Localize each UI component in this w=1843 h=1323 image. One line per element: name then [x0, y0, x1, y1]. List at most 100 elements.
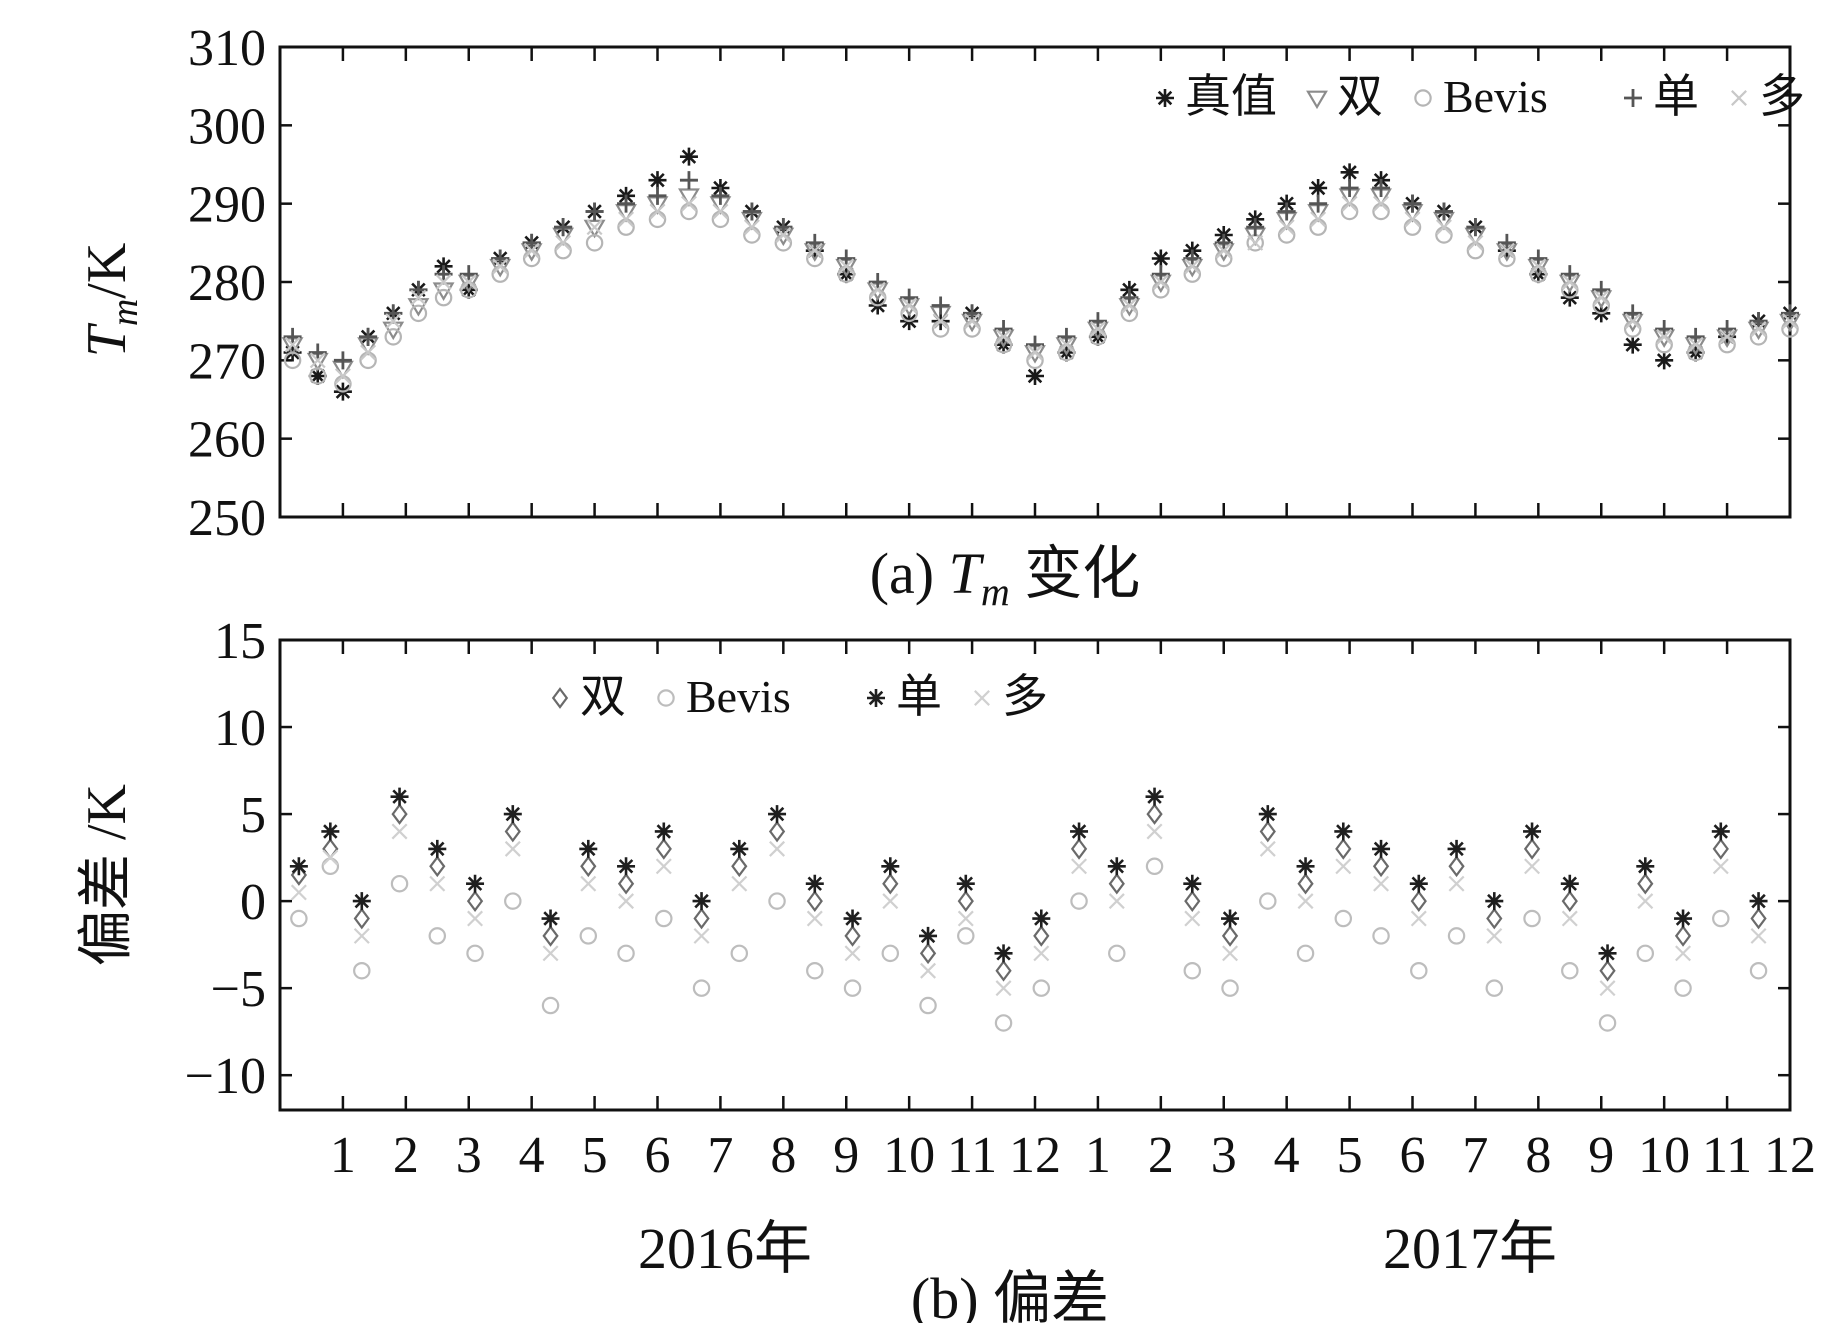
- data-point: [1447, 839, 1466, 858]
- y-tick-label: 10: [214, 700, 266, 757]
- data-point: [1561, 890, 1578, 912]
- y-tick-label: 5: [240, 787, 266, 844]
- x-tick-label: 6: [1400, 1127, 1426, 1184]
- data-point: [1341, 195, 1358, 212]
- legend-marker: [1624, 89, 1642, 107]
- legend-marker: [1731, 90, 1747, 106]
- data-point: [491, 249, 510, 268]
- data-point: [321, 822, 340, 841]
- data-point: [1687, 336, 1704, 353]
- data-point: [931, 296, 950, 315]
- year-label-2016: 2016年: [638, 1216, 812, 1281]
- data-point: [844, 925, 861, 947]
- data-point: [1749, 892, 1768, 911]
- data-point: [1372, 855, 1390, 878]
- data-point: [919, 942, 937, 965]
- data-point: [868, 273, 887, 291]
- data-point: [504, 820, 521, 843]
- legend-label: 单: [1653, 71, 1699, 122]
- data-point: [964, 313, 981, 330]
- data-point: [579, 927, 598, 945]
- data-point: [679, 147, 698, 166]
- data-point: [881, 944, 900, 963]
- data-point: [1184, 258, 1201, 275]
- data-point: [731, 875, 748, 892]
- data-point: [1624, 313, 1641, 330]
- data-point: [963, 304, 982, 323]
- data-point: [1675, 945, 1692, 962]
- data-point: [504, 840, 521, 857]
- data-point: [774, 218, 793, 237]
- data-point: [359, 327, 378, 346]
- data-point: [466, 874, 485, 893]
- data-point: [308, 367, 327, 385]
- data-point: [390, 787, 409, 806]
- data-point: [1246, 218, 1265, 237]
- data-point: [542, 945, 559, 962]
- data-point: [428, 927, 447, 945]
- data-point: [283, 327, 302, 346]
- data-point: [1373, 875, 1390, 892]
- data-point: [995, 980, 1012, 997]
- data-point: [283, 351, 302, 370]
- data-point: [655, 838, 672, 860]
- data-point: [580, 875, 597, 892]
- data-point: [654, 822, 673, 841]
- y-tick-label: −10: [185, 1048, 266, 1105]
- data-point: [617, 194, 636, 213]
- data-point: [429, 875, 446, 892]
- data-point: [1121, 297, 1138, 314]
- x-tick-label: 2: [1148, 1127, 1174, 1184]
- x-tick-label: 1: [1085, 1127, 1111, 1184]
- data-point: [693, 907, 710, 930]
- x-tick-label: 2: [393, 1127, 419, 1184]
- x-tick-label: 3: [1211, 1127, 1237, 1184]
- data-point: [1108, 944, 1126, 963]
- legend-marker: [974, 690, 990, 706]
- data-point: [1561, 910, 1578, 927]
- data-point: [768, 805, 787, 824]
- x-tick-label: 11: [947, 1127, 997, 1184]
- data-point: [585, 234, 604, 252]
- data-point: [1636, 857, 1655, 876]
- data-point: [692, 892, 711, 911]
- data-point: [920, 962, 937, 979]
- year-label-2017: 2017年: [1383, 1216, 1557, 1281]
- data-point: [428, 839, 447, 858]
- data-point: [309, 352, 326, 369]
- data-point: [467, 910, 484, 927]
- data-point: [742, 202, 761, 221]
- data-point: [407, 298, 430, 317]
- data-point: [1448, 855, 1465, 878]
- legend-marker: [551, 687, 569, 709]
- data-point: [1403, 194, 1422, 213]
- data-point: [1145, 787, 1164, 806]
- data-point: [1309, 194, 1328, 213]
- legend-label: 双: [580, 671, 626, 722]
- data-point: [731, 855, 748, 878]
- data-point: [655, 858, 672, 875]
- data-point: [1599, 980, 1616, 997]
- data-point: [503, 805, 522, 824]
- data-point: [919, 996, 937, 1015]
- data-point: [1107, 857, 1126, 876]
- data-point: [1215, 242, 1232, 259]
- data-point: [932, 313, 949, 330]
- data-point: [1655, 351, 1674, 370]
- data-point: [1750, 321, 1767, 337]
- data-point: [1560, 265, 1579, 284]
- legend-item: 双: [551, 671, 626, 722]
- data-point: [1373, 195, 1390, 212]
- data-point: [309, 367, 327, 385]
- data-point: [843, 909, 862, 928]
- data-point: [1027, 344, 1043, 361]
- data-point: [1674, 925, 1692, 947]
- x-tick-label: 11: [1702, 1127, 1752, 1184]
- legend-label: 双: [1337, 71, 1383, 122]
- data-point: [289, 857, 308, 876]
- x-tick-label: 4: [1274, 1127, 1300, 1184]
- data-point: [743, 219, 760, 236]
- data-point: [1310, 211, 1327, 228]
- y-tick-label: −5: [211, 961, 266, 1018]
